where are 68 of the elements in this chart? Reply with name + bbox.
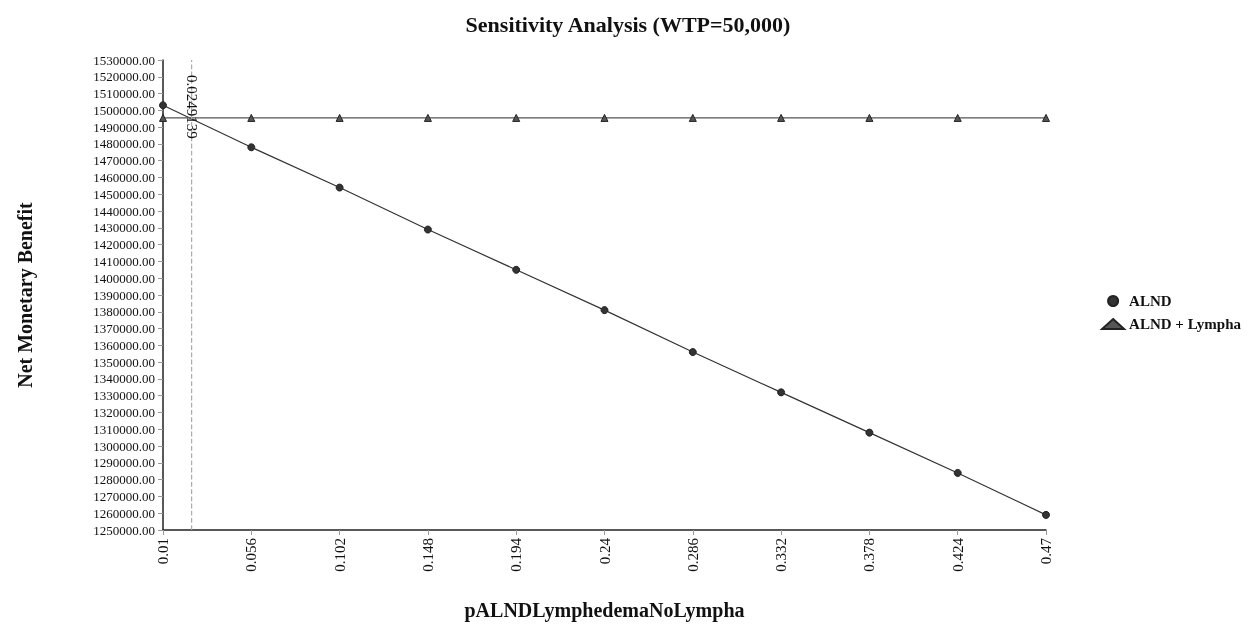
- point: [865, 113, 874, 122]
- y-tick-label: 1440000.00: [93, 203, 155, 219]
- y-tick-label: 1370000.00: [93, 321, 155, 337]
- y-tick-label: 1340000.00: [93, 371, 155, 387]
- y-tick-label: 1280000.00: [93, 472, 155, 488]
- point: [247, 113, 256, 122]
- y-tick-label: 1290000.00: [93, 455, 155, 471]
- y-tick-label: 1530000.00: [93, 52, 155, 68]
- y-tick-label: 1310000.00: [93, 421, 155, 437]
- x-tick-label: 0.332: [773, 538, 790, 572]
- point: [600, 306, 609, 315]
- x-tick-label: 0.194: [508, 537, 525, 572]
- y-tick-label: 1380000.00: [93, 304, 155, 320]
- y-tick-label: 1420000.00: [93, 237, 155, 253]
- ref-line-label: 0.0249139: [183, 75, 200, 139]
- x-axis-title: pALNDLymphedemaNoLympha: [464, 599, 745, 622]
- point: [600, 113, 609, 122]
- legend-label: ALND + Lympha: [1129, 316, 1242, 332]
- point: [512, 265, 521, 274]
- point: [423, 225, 432, 234]
- y-tick-label: 1250000.00: [93, 522, 155, 538]
- y-tick-label: 1330000.00: [93, 388, 155, 404]
- x-tick-label: 0.148: [419, 538, 436, 572]
- y-tick-label: 1400000.00: [93, 270, 155, 286]
- point: [423, 113, 432, 122]
- y-tick-label: 1300000.00: [93, 438, 155, 454]
- x-tick-label: 0.378: [861, 538, 878, 572]
- point: [865, 428, 874, 437]
- y-tick-label: 1430000.00: [93, 220, 155, 236]
- y-tick-label: 1480000.00: [93, 136, 155, 152]
- x-tick-label: 0.01: [155, 538, 171, 565]
- point: [247, 143, 256, 152]
- y-tick-label: 1470000.00: [93, 153, 155, 169]
- legend-label: ALND: [1129, 293, 1172, 309]
- y-tick-label: 1270000.00: [93, 488, 155, 504]
- chart-title: Sensitivity Analysis (WTP=50,000): [465, 11, 791, 37]
- x-tick-label: 0.286: [684, 537, 701, 572]
- x-tick-label: 0.056: [243, 537, 260, 572]
- point: [777, 388, 786, 397]
- x-tick-label: 0.102: [331, 538, 348, 572]
- point: [335, 183, 344, 192]
- point: [777, 113, 786, 122]
- y-tick-label: 1510000.00: [93, 86, 155, 102]
- point: [688, 113, 697, 122]
- x-tick-label: 0.47: [1038, 537, 1054, 565]
- y-tick-label: 1360000.00: [93, 337, 155, 353]
- y-tick-label: 1490000.00: [93, 119, 155, 135]
- x-tick-label: 0.424: [949, 537, 966, 572]
- point: [1042, 113, 1050, 122]
- point: [1042, 510, 1050, 519]
- point: [159, 113, 167, 122]
- y-tick-label: 1460000.00: [93, 170, 155, 185]
- point: [512, 113, 521, 122]
- y-tick-label: 1320000.00: [93, 405, 155, 420]
- point: [688, 348, 697, 357]
- point: [159, 101, 167, 110]
- point: [335, 113, 344, 122]
- y-tick-label: 1350000.00: [93, 354, 155, 370]
- y-tick-label: 1450000.00: [93, 186, 155, 202]
- point: [953, 113, 962, 122]
- y-tick-label: 1500000.00: [93, 102, 155, 118]
- y-axis-title: Net Monetary Benefit: [14, 201, 37, 388]
- x-tick-label: 0.24: [596, 537, 613, 565]
- y-tick-label: 1410000.00: [93, 253, 155, 269]
- y-tick-label: 1260000.00: [93, 505, 155, 521]
- y-tick-label: 1390000.00: [93, 287, 155, 303]
- point: [953, 468, 962, 477]
- y-tick-label: 1520000.00: [93, 69, 155, 85]
